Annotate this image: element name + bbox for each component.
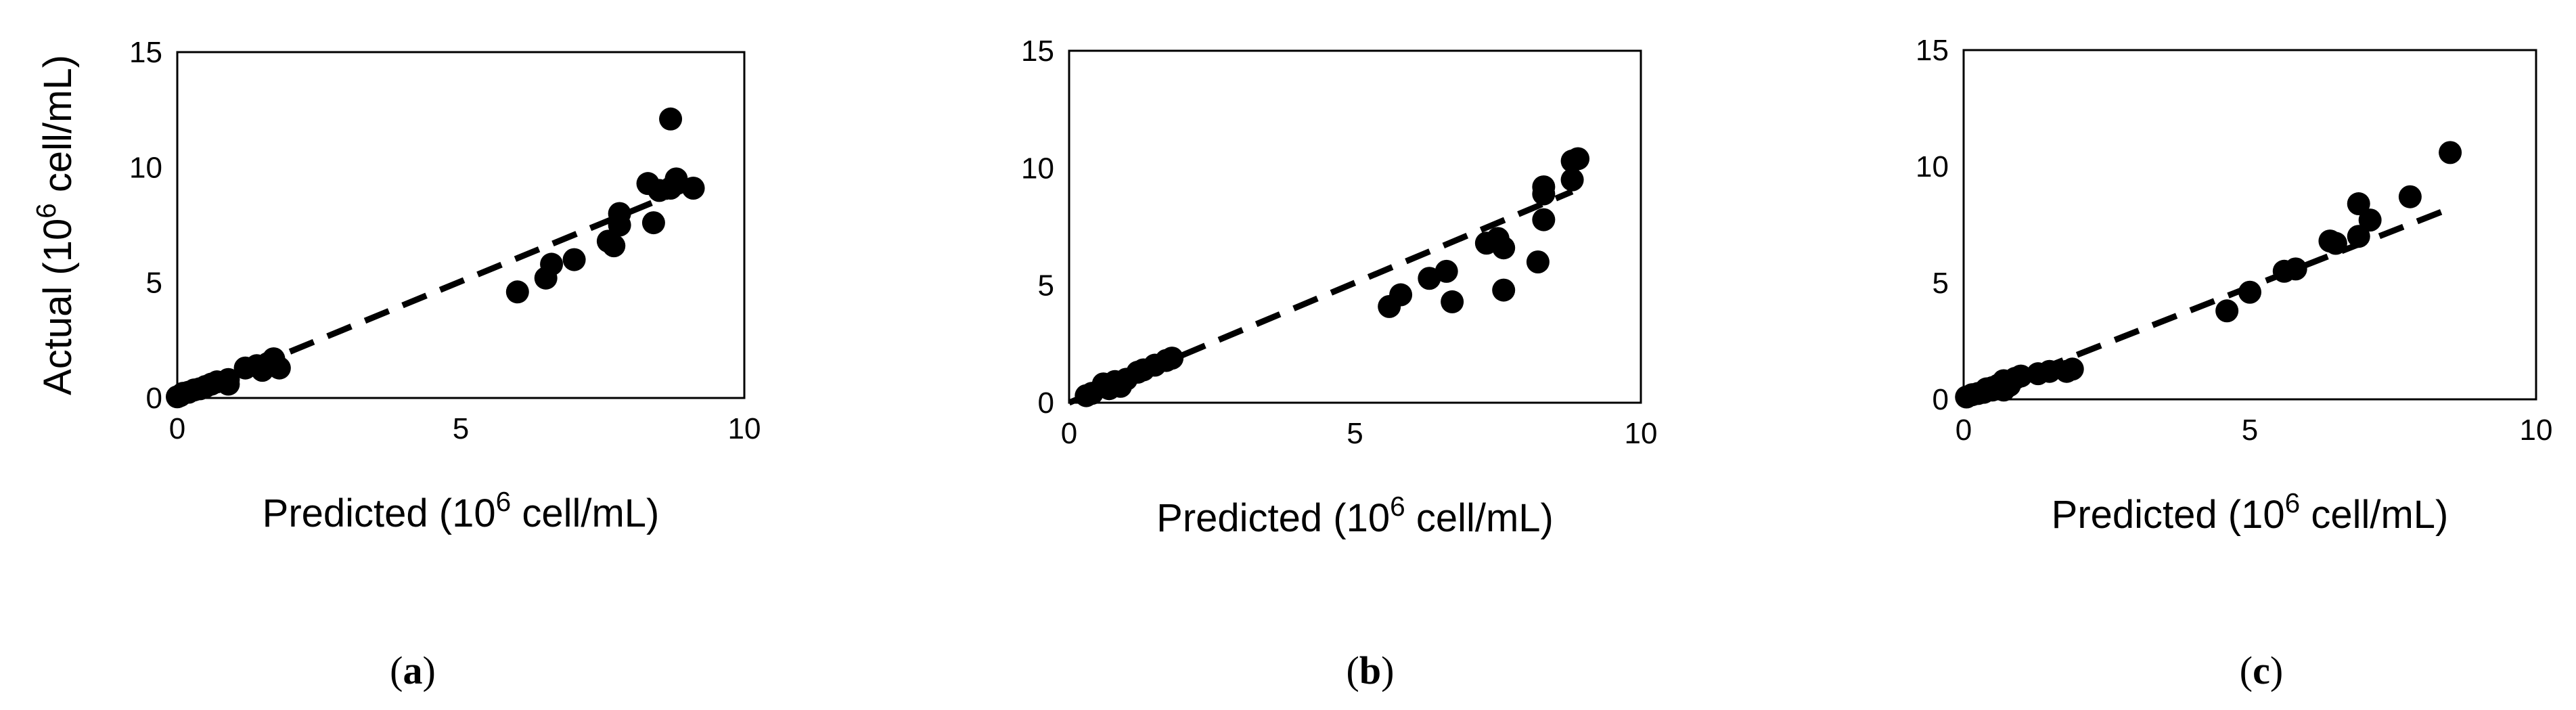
x-axis-title-text-tail: cell/mL) bbox=[1405, 496, 1554, 540]
data-point bbox=[664, 167, 688, 191]
x-tick-label: 0 bbox=[1061, 417, 1077, 450]
panel-label-close: ) bbox=[1381, 648, 1394, 692]
x-tick-label: 0 bbox=[169, 412, 185, 445]
x-axis-title: Predicted (106 cell/mL) bbox=[2052, 487, 2449, 537]
y-tick-label: 10 bbox=[1916, 150, 1949, 183]
x-tick-label: 10 bbox=[1625, 417, 1658, 450]
y-axis-title: Actual (106 cell/mL) bbox=[30, 55, 80, 395]
panel-label-open: ( bbox=[1347, 648, 1359, 692]
x-axis-title-text-tail: cell/mL) bbox=[511, 491, 659, 535]
plot-frame bbox=[1068, 49, 1642, 404]
data-point bbox=[1492, 236, 1516, 260]
data-point bbox=[2398, 185, 2422, 208]
panel-label: (c) bbox=[2240, 648, 2283, 692]
y-axis-title-text: Actual (10 bbox=[36, 219, 80, 395]
data-point bbox=[1389, 283, 1413, 307]
x-axis-title-text: Predicted (10 bbox=[2052, 493, 2285, 537]
y-tick-label: 0 bbox=[1933, 383, 1949, 416]
y-tick-label: 5 bbox=[1933, 267, 1949, 300]
plot-frame bbox=[1962, 49, 2537, 401]
data-point bbox=[2238, 280, 2261, 304]
panel-label-letter: a bbox=[403, 648, 423, 692]
x-axis-title-text: Predicted (10 bbox=[263, 491, 496, 535]
data-point bbox=[2347, 225, 2370, 248]
data-point bbox=[1160, 347, 1184, 370]
x-axis-title-text: Predicted (10 bbox=[1156, 496, 1390, 540]
x-tick-label: 5 bbox=[2242, 414, 2258, 447]
y-tick-label: 15 bbox=[129, 36, 162, 69]
y-tick-label: 5 bbox=[1038, 269, 1054, 303]
x-tick-label: 10 bbox=[728, 412, 761, 445]
x-axis-title-superscript: 6 bbox=[1390, 491, 1405, 522]
data-point bbox=[2439, 141, 2462, 164]
data-point bbox=[540, 252, 564, 276]
data-point bbox=[2060, 357, 2084, 381]
data-point bbox=[602, 234, 626, 258]
data-point bbox=[1434, 259, 1458, 283]
data-point bbox=[562, 248, 586, 271]
panel-label: (a) bbox=[390, 648, 436, 692]
data-point bbox=[217, 372, 240, 396]
y-tick-label: 10 bbox=[129, 151, 162, 184]
x-axis-title-text-tail: cell/mL) bbox=[2300, 493, 2448, 537]
chart-panel-c: 0 5 10 15 0 5 10 Predicted (106 cell/mL) (c) bbox=[1916, 34, 2552, 692]
data-point bbox=[1566, 147, 1590, 171]
panel-label-open: ( bbox=[2240, 648, 2253, 692]
panel-label-close: ) bbox=[2270, 648, 2283, 692]
data-point bbox=[641, 211, 665, 235]
data-point bbox=[2358, 208, 2382, 232]
data-point bbox=[267, 356, 291, 380]
y-tick-label: 15 bbox=[1916, 34, 1949, 67]
y-tick-label: 10 bbox=[1021, 152, 1054, 185]
y-axis-title-text-tail: cell/mL) bbox=[36, 55, 80, 203]
y-tick-label: 0 bbox=[1038, 386, 1054, 420]
data-point bbox=[681, 176, 705, 200]
x-axis-title-superscript: 6 bbox=[2285, 487, 2301, 518]
data-point bbox=[1560, 168, 1584, 192]
data-point bbox=[1492, 278, 1516, 302]
data-point bbox=[2347, 192, 2370, 216]
x-tick-label: 5 bbox=[453, 412, 469, 445]
panel-label-open: ( bbox=[390, 648, 403, 692]
data-point bbox=[505, 280, 529, 304]
data-point bbox=[1526, 250, 1550, 273]
data-point bbox=[1532, 175, 1556, 199]
data-point bbox=[2009, 364, 2033, 388]
y-tick-label: 5 bbox=[146, 267, 162, 300]
data-point bbox=[608, 202, 631, 225]
panel-label-letter: c bbox=[2253, 648, 2270, 692]
data-point bbox=[1532, 208, 1556, 231]
x-axis-title: Predicted (106 cell/mL) bbox=[1156, 491, 1554, 540]
data-point bbox=[2037, 359, 2061, 383]
panel-label: (b) bbox=[1347, 648, 1395, 692]
chart-panel-b: 0 5 10 15 0 5 10 Predicted (106 cell/mL) (b) bbox=[1021, 35, 1657, 692]
y-axis-title-superscript: 6 bbox=[30, 203, 62, 219]
y-tick-label: 15 bbox=[1021, 35, 1054, 68]
data-point bbox=[2324, 231, 2347, 255]
x-axis-title-superscript: 6 bbox=[496, 486, 512, 517]
y-tick-label: 0 bbox=[146, 382, 162, 415]
x-tick-label: 10 bbox=[2520, 414, 2553, 447]
x-tick-label: 0 bbox=[1956, 414, 1972, 447]
data-point bbox=[1441, 290, 1464, 313]
data-point bbox=[2215, 299, 2239, 323]
x-tick-label: 5 bbox=[1347, 417, 1363, 450]
x-axis-title: Predicted (106 cell/mL) bbox=[263, 486, 660, 535]
data-point bbox=[659, 107, 683, 131]
panel-label-letter: b bbox=[1359, 648, 1381, 692]
data-point bbox=[2284, 257, 2307, 281]
panel-label-close: ) bbox=[423, 648, 436, 692]
plot-frame bbox=[176, 51, 746, 399]
